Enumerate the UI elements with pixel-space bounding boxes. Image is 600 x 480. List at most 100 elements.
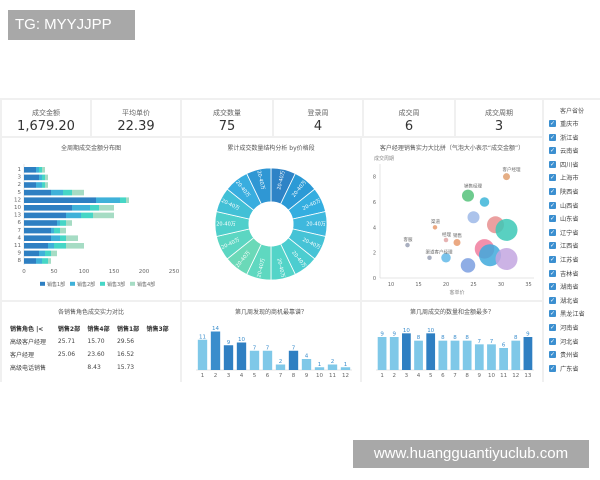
province-option[interactable]: ✓ 重庆市 xyxy=(549,118,595,131)
checkbox-checked-icon[interactable]: ✓ xyxy=(549,120,556,127)
checkbox-checked-icon[interactable]: ✓ xyxy=(549,228,556,236)
bar-segment xyxy=(54,227,60,234)
province-option[interactable]: ✓ 湖北省 xyxy=(549,295,595,308)
bar-segment xyxy=(51,227,54,234)
checkbox-checked-icon[interactable]: ✓ xyxy=(549,215,556,223)
bar xyxy=(523,337,533,370)
checkbox-checked-icon[interactable]: ✓ xyxy=(549,310,556,318)
bar-segment xyxy=(24,220,57,226)
bar-segment xyxy=(54,243,66,249)
table-cell xyxy=(146,348,176,361)
checkbox-checked-icon[interactable]: ✓ xyxy=(549,174,556,182)
table-header-cell[interactable]: 销售角色 |< xyxy=(10,326,44,333)
checkbox-checked-icon[interactable]: ✓ xyxy=(549,351,556,359)
checkbox-checked-icon[interactable]: ✓ xyxy=(549,147,556,155)
checkbox-checked-icon[interactable]: ✓ xyxy=(549,364,556,372)
bar-segment xyxy=(120,197,126,203)
province-option[interactable]: ✓ 山西省 xyxy=(549,200,595,213)
x-tick-label: 2 xyxy=(392,373,396,379)
legend-swatch xyxy=(40,281,45,286)
kpi-card-deal-week: 成交周 6 xyxy=(364,100,454,136)
bar-segment xyxy=(36,258,42,264)
bar-segment xyxy=(60,235,66,241)
province-option[interactable]: ✓ 浙江省 xyxy=(549,132,595,145)
checkbox-checked-icon[interactable]: ✓ xyxy=(549,133,556,141)
table-cell: 25.71 xyxy=(57,338,76,345)
province-option[interactable]: ✓ 山东省 xyxy=(549,213,595,226)
bar xyxy=(288,350,299,370)
legend-label: 销售4部 xyxy=(137,281,155,288)
bar xyxy=(210,331,221,370)
week-deal-panel: 第几周成交的数量和金额最多？ 9 1 9 2 10 3 8 4 10 5 8 6 8 7 8 8 7 9 7 10 6 1… xyxy=(362,302,542,382)
province-option[interactable]: ✓ 江西省 xyxy=(549,240,595,253)
hbar-chart-title: 全周期成交金额分布图 xyxy=(60,145,121,152)
bar-segment xyxy=(24,197,96,203)
checkbox-checked-icon[interactable]: ✓ xyxy=(549,256,556,263)
province-option[interactable]: ✓ 上海市 xyxy=(549,172,595,185)
checkbox-checked-icon[interactable]: ✓ xyxy=(549,242,556,250)
bar-segment xyxy=(51,235,60,241)
province-option[interactable]: ✓ 辽宁省 xyxy=(549,227,595,240)
province-option[interactable]: ✓ 河北省 xyxy=(549,336,595,349)
y-tick-label: 12 xyxy=(14,197,21,203)
bubble-point xyxy=(441,252,451,263)
checkbox-checked-icon[interactable]: ✓ xyxy=(549,324,556,331)
bar-value-label: 4 xyxy=(305,354,309,360)
province-option[interactable]: ✓ 云南省 xyxy=(549,145,595,158)
province-option[interactable]: ✓ 黑龙江省 xyxy=(549,308,595,321)
bar-segment xyxy=(42,258,48,264)
bubble-label: 渠道 xyxy=(431,218,440,225)
y-axis-title: 成交周期 xyxy=(374,155,394,162)
bar-value-label: 8 xyxy=(514,335,518,341)
province-option[interactable]: ✓ 贵州省 xyxy=(549,349,595,362)
province-label: 河南省 xyxy=(560,325,579,332)
checkbox-checked-icon[interactable]: ✓ xyxy=(549,160,556,168)
legend-swatch xyxy=(70,281,75,286)
checkbox-checked-icon[interactable]: ✓ xyxy=(549,201,556,209)
province-label: 江苏省 xyxy=(560,257,579,264)
checkbox-checked-icon[interactable]: ✓ xyxy=(549,283,556,291)
table-cell: 25.06 xyxy=(57,351,76,358)
table-header-cell[interactable]: 销售2部 xyxy=(57,326,81,333)
table-header-cell[interactable]: 销售1部 xyxy=(116,326,140,333)
bar-segment xyxy=(63,189,72,196)
bar xyxy=(340,367,351,370)
role-table: 销售角色 |< 销售2部 销售4部 销售1部 销售3部 高级客户经理 25.71… xyxy=(10,322,176,374)
legend-label: 销售1部 xyxy=(47,281,65,288)
x-tick-label: 13 xyxy=(524,373,531,379)
province-label: 山西省 xyxy=(560,202,579,210)
province-option[interactable]: ✓ 吉林省 xyxy=(549,268,595,281)
bar-value-label: 2 xyxy=(279,359,283,365)
checkbox-checked-icon[interactable]: ✓ xyxy=(549,269,556,277)
checkbox-checked-icon[interactable]: ✓ xyxy=(549,188,556,195)
bar-segment xyxy=(24,182,36,188)
bar-segment xyxy=(66,243,84,249)
y-tick-label: 3 xyxy=(18,175,22,181)
table-header-cell[interactable]: 销售4部 xyxy=(87,326,110,333)
bar-segment xyxy=(51,189,63,196)
bubble-label: 销售经理 xyxy=(464,183,482,190)
checkbox-checked-icon[interactable]: ✓ xyxy=(549,296,556,304)
province-option[interactable]: ✓ 广东省 xyxy=(549,363,595,376)
bar-value-label: 11 xyxy=(199,334,206,340)
province-option[interactable]: ✓ 四川省 xyxy=(549,159,595,172)
slice-label: 20-40万 xyxy=(256,258,266,278)
province-option[interactable]: ✓ 江苏省 xyxy=(549,254,595,267)
checkbox-checked-icon[interactable]: ✓ xyxy=(549,337,556,345)
y-tick-label: 2 xyxy=(18,182,22,188)
x-tick-label: 2 xyxy=(214,373,218,379)
province-filter-panel: 客户省份 xyxy=(544,100,600,382)
bar-segment xyxy=(24,258,36,264)
province-option[interactable]: ✓ 湖南省 xyxy=(549,281,595,294)
table-header-cell[interactable]: 销售3部 xyxy=(146,326,169,333)
province-option[interactable]: ✓ 河南省 xyxy=(549,322,595,335)
inner-ring-border xyxy=(248,201,294,247)
bar-segment xyxy=(72,189,84,196)
x-tick-label: 10 xyxy=(488,373,495,379)
province-label: 广东省 xyxy=(560,365,579,373)
x-tick-label: 11 xyxy=(500,373,507,379)
y-tick-label: 11 xyxy=(14,243,21,249)
province-option[interactable]: ✓ 陕西省 xyxy=(549,186,595,199)
province-label: 湖南省 xyxy=(560,284,579,292)
